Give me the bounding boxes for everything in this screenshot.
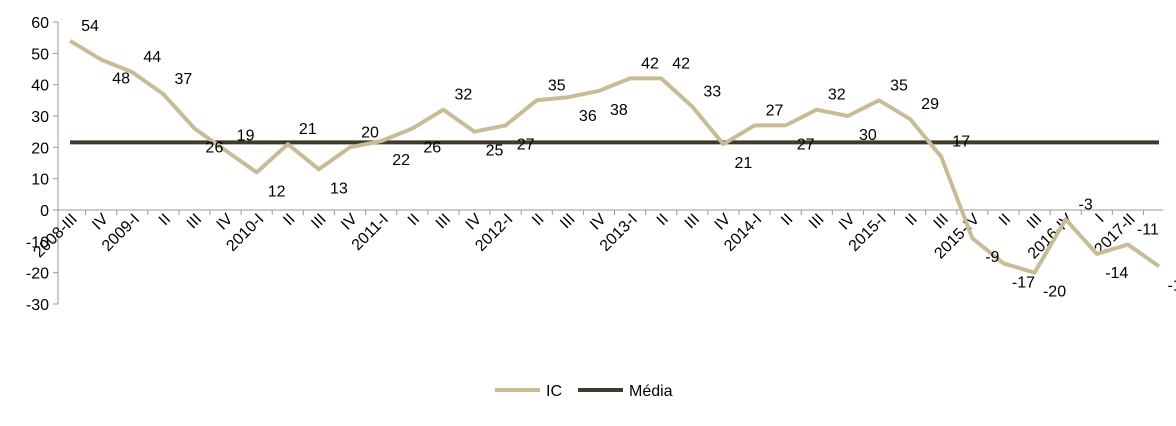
y-tick-label: 10 [31,172,49,189]
data-label: 44 [143,49,161,66]
x-tick-label: II [405,211,423,229]
data-label: -9 [985,249,999,266]
x-tick-label: III [433,211,454,232]
series-layer [68,39,1161,275]
data-label: 13 [330,180,348,197]
data-label: 22 [392,152,410,169]
data-label: -17 [1012,274,1035,291]
data-label: -11 [1137,221,1159,238]
x-tick-label: IV [214,211,237,234]
data-label: 32 [828,87,846,104]
x-tick-label: I [1092,211,1107,226]
data-label: 26 [423,140,441,157]
y-tick-label: 50 [31,46,49,63]
y-tick-label: 60 [31,15,49,32]
data-label: -3 [1079,196,1093,213]
data-label: 42 [672,55,690,72]
data-label: 21 [735,155,753,172]
data-label: 12 [268,183,286,200]
x-tick-label: IV [463,211,486,234]
data-label: 42 [641,55,659,72]
legend: IC Média [495,383,673,400]
data-label: 33 [703,84,721,101]
y-axis: -30 -20 -10 0 10 20 30 40 50 60 [26,15,59,314]
y-tick-label: -10 [26,234,49,251]
y-tick-label: -20 [26,266,49,283]
data-labels: 54 48 44 37 26 19 12 21 13 20 22 26 32 25 27 35 36 38 42 42… [81,18,1176,301]
x-tick-label: II [529,211,547,229]
x-tick-label: IV [836,211,859,234]
x-tick-label: III [184,211,205,232]
data-label: 17 [952,134,970,151]
x-tick-label: II [778,211,796,229]
legend-label-ic: IC [546,383,562,400]
x-tick-label: II [280,211,298,229]
x-tick-label: II [903,211,921,229]
data-label: 20 [361,124,379,141]
data-label: 37 [174,71,192,88]
x-tick-label: III [308,211,329,232]
y-tick-label: 30 [31,109,49,126]
x-tick-label: III [682,211,703,232]
data-label: 19 [237,127,255,144]
y-tick-label: 40 [31,78,49,95]
legend-label-media: Média [629,383,673,400]
data-label: 32 [454,87,472,104]
data-label: -14 [1105,265,1128,282]
x-tick-label: IV [587,211,610,234]
x-tick-label: II [156,211,174,229]
data-label: -20 [1043,284,1066,301]
data-label: 35 [890,77,908,94]
x-tick-label: IV [712,211,735,234]
data-label: 27 [797,136,815,153]
y-tick-label: 0 [40,203,49,220]
data-label: 27 [766,102,784,119]
x-tick-label: III [1024,211,1045,232]
x-tick-label: IV [338,211,361,234]
y-tick-label: 20 [31,140,49,157]
y-tick-label: -30 [26,297,49,314]
data-label: 21 [299,121,317,138]
data-label: 25 [486,143,504,160]
data-label: 29 [921,96,939,113]
data-label: 54 [81,18,99,35]
data-label: 26 [206,140,224,157]
data-label: 38 [610,102,628,119]
x-tick-label: II [654,211,672,229]
data-label: 35 [548,77,566,94]
data-label: 27 [517,136,535,153]
data-label: 36 [579,108,597,125]
series-line-ic [68,39,1161,275]
x-tick-label: IV [89,211,112,234]
data-label: 30 [859,127,877,144]
x-tick-label: III [931,211,952,232]
x-tick-label: III [557,211,578,232]
x-tick-label: II [996,211,1014,229]
data-label: -18 [1167,277,1176,294]
data-label: 48 [112,71,130,88]
x-tick-label: III [806,211,827,232]
